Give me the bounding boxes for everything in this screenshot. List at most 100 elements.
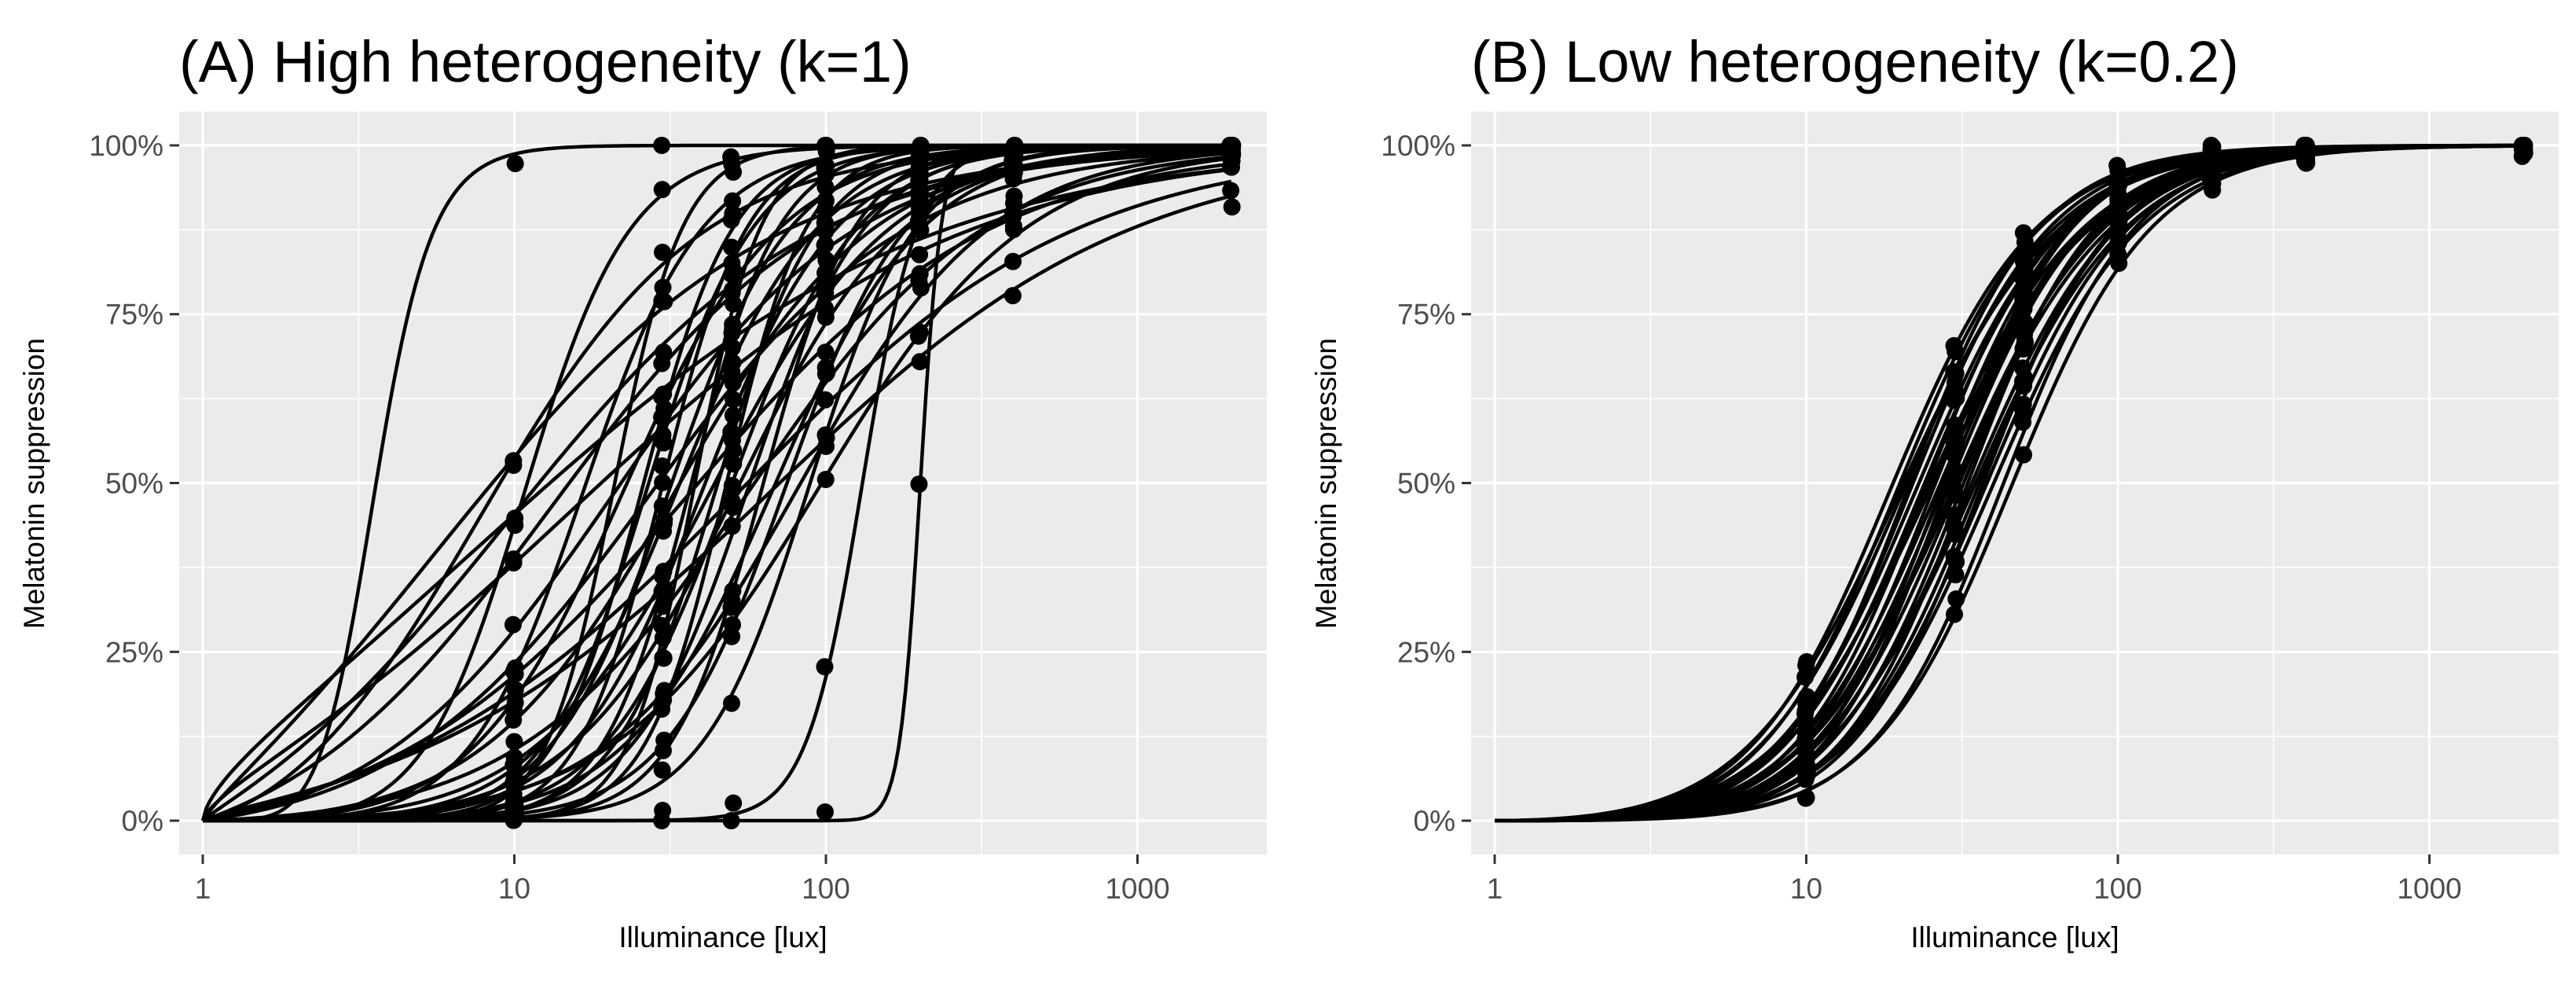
panel-a-series-10-curve <box>200 167 1232 821</box>
panel-b-x-tick-label: 10 <box>1790 873 1822 905</box>
panel-a-series-31-point <box>653 567 671 585</box>
panel-a-series-30-point <box>911 245 929 263</box>
panel-b-series-24-point <box>2016 333 2034 351</box>
panel-a-y-tick-label: 0% <box>122 805 163 837</box>
panel-a-series-17-point <box>816 235 835 253</box>
panel-b-series-29-point <box>2108 206 2126 224</box>
panel-a-series-34-point <box>816 159 834 177</box>
panel-a-series-13-point <box>654 473 672 491</box>
panel-a-y-tick-label: 75% <box>105 299 163 331</box>
panel-a-series-38-curve <box>202 151 1231 823</box>
panel-a-series-2-point <box>910 475 928 493</box>
panel-a-series-32-point <box>724 498 742 516</box>
panel-a-series-32-point <box>505 733 523 751</box>
panel-b-x-tick-label: 1 <box>1487 873 1503 905</box>
panel-a-series-26-point <box>816 470 835 488</box>
panel-a-series-32-point <box>816 365 835 383</box>
panel-a-series-3-point <box>725 794 743 812</box>
panel-a-series-11-point <box>722 211 740 229</box>
panel-b-y-tick-label: 75% <box>1397 299 1455 331</box>
panel-b-series-28-point <box>2109 186 2127 204</box>
panel-a-series-10-point <box>506 509 524 527</box>
panel-b-series-30-point <box>2110 254 2128 272</box>
panel-a-series-28-point <box>1223 198 1241 216</box>
panel-a-series-7-point <box>653 181 671 199</box>
panel-b-series-25-point <box>1946 520 1964 538</box>
panel-a-series-28-point <box>911 353 929 371</box>
panel-b-series-23-point <box>1945 485 1963 503</box>
panel-b-series-18-point <box>2013 400 2031 418</box>
panel-a-series-3-point <box>654 802 672 820</box>
panel-a-series-24-point <box>655 731 673 749</box>
panel-a-series-28-point <box>1004 287 1022 305</box>
panel-b-x-tick-label: 100 <box>2093 873 2142 905</box>
panel-a-series-35-point <box>912 193 930 211</box>
panel-b-series-27-point <box>1947 431 1965 449</box>
panel-b-y-axis-title: Melatonin suppression <box>1310 338 1342 629</box>
panel-b-series-28-point <box>2015 299 2033 317</box>
panel-a-series-39-point <box>654 278 672 296</box>
panel-b-series-30-point <box>2015 446 2033 464</box>
panel-a-series-40-point <box>725 295 743 313</box>
panel-b-y-tick-label: 25% <box>1397 636 1455 668</box>
panel-a-series-29-point <box>816 344 835 362</box>
panel-b-series-29-point <box>2016 369 2034 387</box>
panel-a-series-39-point <box>725 163 743 181</box>
panel-a-series-40-point <box>912 145 930 164</box>
panel-a-series-6-point <box>653 355 671 373</box>
panel-a-series-26-curve <box>203 156 1232 823</box>
panel-a-series-33-point <box>655 385 673 403</box>
panel-b-series-30-point <box>1946 605 1964 623</box>
panel-b-series-26-point <box>1946 373 1964 391</box>
panel-a-series-38-point <box>1005 187 1023 205</box>
panel-a-series-27-point <box>816 391 835 409</box>
panel-b-series-26-point <box>2016 262 2034 280</box>
panel-a-series-1-point <box>653 136 671 154</box>
panel-a-series-14-point <box>653 497 671 515</box>
panel-a-series-29-point <box>1004 220 1022 238</box>
panel-a-series-40-curve <box>203 143 1231 823</box>
panel-a-series-38-point <box>816 284 835 302</box>
panel-a-series-13-point <box>723 238 741 256</box>
panel-a-series-35-point <box>818 253 836 271</box>
panel-a-series-9-curve <box>201 149 1231 822</box>
panel-a-series-40-point <box>654 629 672 647</box>
panel-a-series-38-point <box>653 457 671 475</box>
panel-b-x-tick-label: 1000 <box>2397 873 2461 905</box>
panel-a-y-tick-label: 100% <box>89 130 163 162</box>
panel-b: (B) Low heterogeneity (k=0.2) 1 10 100 1000… <box>1310 29 2559 953</box>
panel-a-x-tick-label: 100 <box>802 873 850 905</box>
panel-a-series-2-point <box>816 803 834 821</box>
panel-b-title: (B) Low heterogeneity (k=0.2) <box>1471 29 2239 94</box>
panel-a-series-40-point <box>817 138 835 156</box>
panel-a-series-39-point <box>506 774 524 792</box>
panel-a-series-27-point <box>1222 182 1240 200</box>
panel-a-x-axis-title: Illuminance [lux] <box>618 921 827 953</box>
panel-a-series-35-point <box>655 510 673 528</box>
panel-a-series-30-point <box>505 550 523 568</box>
panel-b-series-29-point <box>1796 770 1815 788</box>
panel-a-series-37-point <box>816 426 835 444</box>
panel-b-series-30-point <box>2296 152 2314 171</box>
panel-a-x-tick-label: 1000 <box>1105 873 1169 905</box>
panel-b-series-27-point <box>1797 714 1815 732</box>
panel-a-series-27-point <box>911 323 929 341</box>
panel-a-title: (A) High heterogeneity (k=1) <box>179 29 912 94</box>
panel-a-series-36-point <box>725 455 743 473</box>
panel-b-x-axis-title: Illuminance [lux] <box>1910 921 2119 953</box>
panel-a-series-34-point <box>724 192 742 210</box>
panel-a-series-26-point <box>724 615 742 634</box>
panel-b-series-26-point <box>1797 652 1815 671</box>
panel-a-series-25-point <box>722 598 740 616</box>
panel-a-x-tick-label: 10 <box>498 873 530 905</box>
panel-a-series-35-curve <box>202 146 1231 823</box>
panel-a-series-38-point <box>506 659 524 677</box>
panel-b-series-19-point <box>2014 413 2032 432</box>
panel-a-series-33-curve <box>203 144 1231 823</box>
panel-a-series-36-point <box>816 192 835 210</box>
panel-a-series-4-point <box>654 244 672 261</box>
panel-b-series-20-point <box>2016 242 2034 260</box>
panel-a-y-tick-label: 50% <box>105 468 163 500</box>
panel-a-series-40-point <box>1005 144 1023 162</box>
